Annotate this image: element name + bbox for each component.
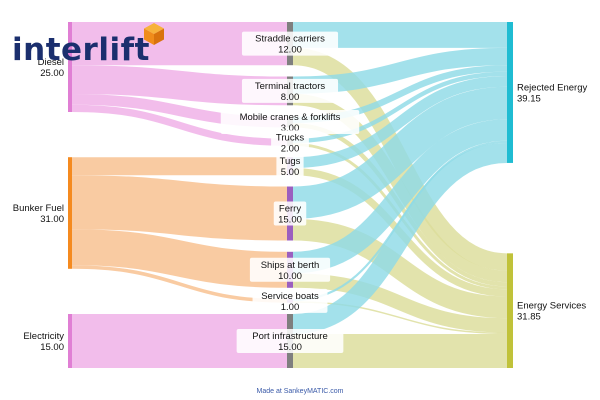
link-bunker-to-service — [71, 265, 288, 303]
label-straddle-value: 12.00 — [278, 45, 302, 56]
link-bunker-to-ferry — [71, 175, 288, 241]
label-service-value: 1.00 — [281, 302, 300, 313]
label-ferry-bg — [273, 201, 307, 226]
logo-wordmark: interlift — [12, 32, 150, 68]
label-elec-name: Electricity — [23, 331, 64, 342]
label-port-bg — [236, 329, 344, 353]
label-mobile-name: Mobile cranes & forklifts — [240, 112, 341, 123]
label-services-name: Energy Services — [517, 301, 586, 312]
label-diesel-name: Diesel — [38, 57, 64, 68]
link-diesel-to-trucks — [71, 104, 288, 146]
link-ships-to-rejected — [292, 119, 508, 274]
link-ships-to-services — [292, 273, 508, 333]
label-tugs-bg — [276, 154, 304, 179]
label-ferry-value: 15.00 — [278, 215, 302, 226]
label-trucks-value: 2.00 — [281, 143, 300, 154]
label-port-value: 15.00 — [278, 342, 302, 353]
label-bunker-value: 31.00 — [40, 214, 64, 225]
label-straddle-name: Straddle carriers — [255, 34, 325, 45]
node-diesel — [68, 22, 72, 112]
label-straddle-bg — [241, 31, 339, 56]
label-terminal-name: Terminal tractors — [255, 81, 325, 92]
node-elec — [68, 314, 72, 368]
label-diesel-value: 25.00 — [40, 68, 64, 79]
label-services-value: 31.85 — [517, 312, 541, 323]
link-service-to-services — [292, 301, 508, 334]
label-ships-value: 10.00 — [278, 271, 302, 282]
link-ferry-to-rejected — [292, 86, 508, 219]
label-ferry-name: Ferry — [279, 204, 301, 215]
node-rejected — [507, 22, 513, 163]
label-rejected-value: 39.15 — [517, 93, 541, 104]
cube-icon — [144, 23, 164, 45]
label-ships-name: Ships at berth — [261, 260, 320, 271]
label-mobile-value: 3.00 — [281, 123, 300, 134]
link-trucks-to-services — [292, 143, 508, 290]
label-tugs-name: Tugs — [280, 156, 301, 167]
label-mobile-bg — [220, 110, 360, 134]
label-ships-bg — [249, 257, 331, 282]
label-service-bg — [252, 288, 328, 313]
label-port-name: Port infrastructure — [252, 331, 328, 342]
node-bunker — [68, 157, 72, 269]
link-ferry-to-services — [292, 218, 508, 319]
link-port-to-rejected — [292, 142, 508, 334]
label-bunker-name: Bunker Fuel — [13, 203, 64, 214]
label-trucks-name: Trucks — [276, 132, 304, 143]
label-service-name: Service boats — [261, 291, 319, 302]
label-elec-value: 15.00 — [40, 342, 64, 353]
label-terminal-value: 8.00 — [281, 92, 300, 103]
node-services — [507, 253, 513, 368]
label-rejected-name: Rejected Energy — [517, 82, 587, 93]
label-terminal-bg — [241, 78, 339, 103]
label-trucks-bg — [271, 130, 309, 155]
label-tugs-value: 5.00 — [281, 167, 300, 178]
footer-credit: Made at SankeyMATIC.com — [256, 388, 344, 395]
link-tugs-to-rejected — [292, 76, 508, 168]
link-trucks-to-rejected — [292, 71, 508, 144]
